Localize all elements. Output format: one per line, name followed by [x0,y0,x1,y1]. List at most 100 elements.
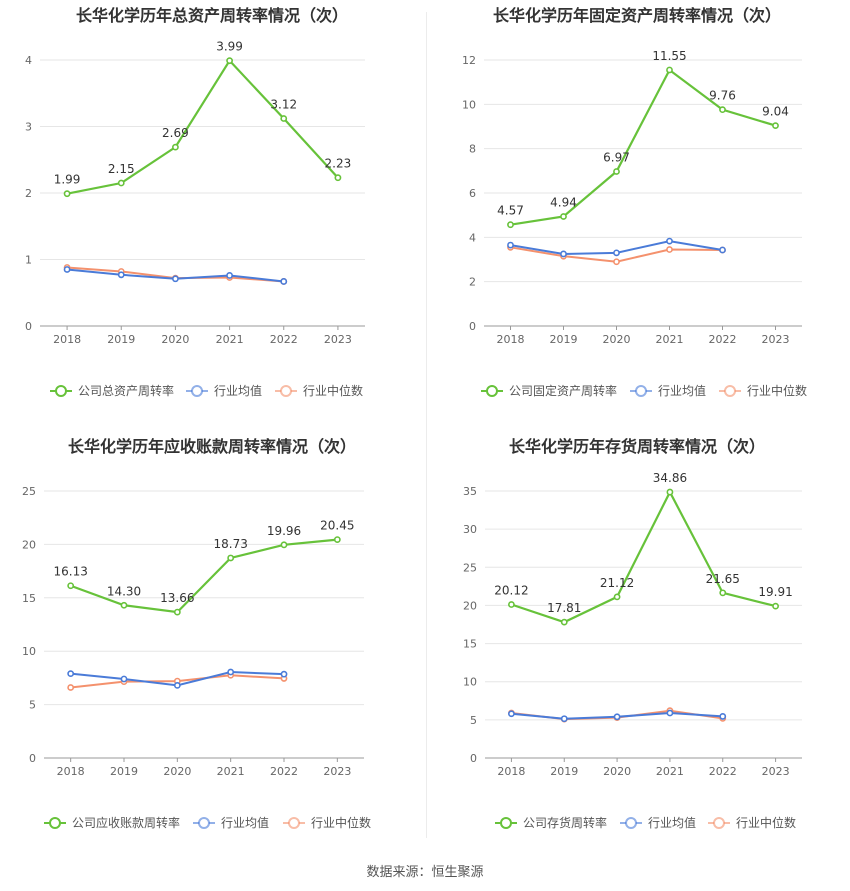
legend-item[interactable]: 公司应收账款周转率 [44,815,180,830]
series-line [510,68,776,226]
chart-title: 长华化学历年存货周转率情况（次） [509,437,765,456]
data-point [613,593,621,601]
data-label: 2.23 [325,157,352,171]
x-tick-label: 2022 [270,333,298,346]
x-tick-label: 2020 [161,333,189,346]
chart-receivables-turnover: 长华化学历年应收账款周转率情况（次） 0 5 10 15 20 25 2018 2019 2020… [0,432,425,864]
data-label: 6.97 [603,150,630,164]
legend-label: 公司总资产周转率 [78,383,174,398]
legend-marker-icon [635,385,647,397]
legend-item[interactable]: 公司固定资产周转率 [481,383,617,398]
chart-svg: 长华化学历年固定资产周转率情况（次） 0 2 4 6 8 10 12 2018 2019 2020 2… [462,6,807,398]
data-source-note: 数据来源：恒生聚源 [366,865,484,880]
y-tick-label: 4 [25,54,32,67]
legend-item[interactable]: 行业中位数 [708,815,796,830]
chart-svg: 长华化学历年存货周转率情况（次） 0 5 10 15 20 25 30 35 2018 2019 20… [463,437,802,830]
legend-item[interactable]: 行业中位数 [275,383,363,398]
y-tick-label: 6 [469,187,476,200]
data-label: 4.57 [497,204,524,218]
x-tick-label: 2021 [217,765,245,778]
data-point [560,213,567,220]
legend-label: 行业中位数 [303,383,363,398]
data-label: 20.12 [494,584,528,598]
x-tick-label: 2021 [216,333,244,346]
legend-item[interactable]: 行业均值 [186,383,262,398]
data-point [280,115,288,122]
y-tick-label: 2 [469,276,476,289]
y-tick-label: 20 [22,538,36,551]
data-point [666,66,673,74]
data-point [666,709,674,717]
data-point [280,541,288,549]
data-point [719,713,727,720]
data-point [666,488,674,496]
x-tick-label: 2019 [550,333,578,346]
data-point [280,670,288,678]
x-tick-label: 2023 [323,765,351,778]
data-label: 2.69 [162,126,189,140]
data-point [560,618,568,626]
y-tick-label: 5 [470,714,477,727]
data-point [67,684,75,691]
x-tick-label: 2019 [550,765,578,778]
legend-item[interactable]: 公司存货周转率 [495,815,607,830]
legend-item[interactable]: 公司总资产周转率 [50,383,174,398]
data-point [772,602,779,610]
data-point [120,675,128,683]
legend-label: 公司固定资产周转率 [509,383,617,398]
data-point [719,589,727,597]
x-tick-label: 2022 [709,333,737,346]
legend-label: 行业中位数 [747,383,807,398]
y-tick-label: 20 [463,599,477,612]
data-label: 34.86 [653,471,687,485]
data-point [666,237,673,245]
panel-divider [426,12,427,838]
legend-marker-icon [55,385,67,397]
legend-item[interactable]: 行业均值 [620,815,696,830]
legend-marker-icon [500,817,512,829]
data-label: 19.91 [758,585,792,599]
y-tick-label: 0 [469,320,476,333]
data-point [280,278,288,285]
data-label: 18.73 [213,537,247,551]
data-point [666,246,673,253]
legend-item[interactable]: 行业中位数 [283,815,371,830]
legend-marker-icon [280,385,292,397]
chart-svg: 长华化学历年应收账款周转率情况（次） 0 5 10 15 20 25 2018 2019 2020… [22,437,371,830]
chart-fixed-asset-turnover: 长华化学历年固定资产周转率情况（次） 0 2 4 6 8 10 12 2018 2019 2020 2… [425,0,850,432]
x-tick-label: 2020 [603,765,631,778]
data-point [226,57,233,65]
x-tick-label: 2022 [709,765,737,778]
data-point [334,174,342,182]
legend-item[interactable]: 行业均值 [193,815,269,830]
data-point [67,670,75,678]
data-label: 2.15 [108,162,135,176]
data-point [508,710,515,718]
data-point [613,249,620,257]
legend-item[interactable]: 行业中位数 [719,383,807,398]
data-point [560,715,568,723]
data-label: 14.30 [107,584,141,598]
data-label: 3.12 [270,98,297,112]
y-tick-label: 3 [25,121,32,134]
legend-label: 公司存货周转率 [523,815,607,830]
data-label: 3.99 [216,40,243,54]
y-tick-label: 10 [462,98,476,111]
x-tick-label: 2018 [53,333,81,346]
legend-marker-icon [191,385,203,397]
data-point [507,241,514,249]
y-tick-label: 1 [25,254,32,267]
legend-marker-icon [198,817,210,829]
legend-label: 行业均值 [648,815,696,830]
y-tick-label: 25 [463,561,477,574]
x-tick-label: 2021 [656,765,684,778]
data-label: 19.96 [267,524,301,538]
legend-label: 行业中位数 [736,815,796,830]
y-tick-label: 10 [22,645,36,658]
y-tick-label: 10 [463,676,477,689]
data-point [172,143,179,151]
legend-label: 行业中位数 [311,815,371,830]
legend-label: 行业均值 [221,815,269,830]
x-tick-label: 2018 [497,765,525,778]
legend-item[interactable]: 行业均值 [630,383,706,398]
